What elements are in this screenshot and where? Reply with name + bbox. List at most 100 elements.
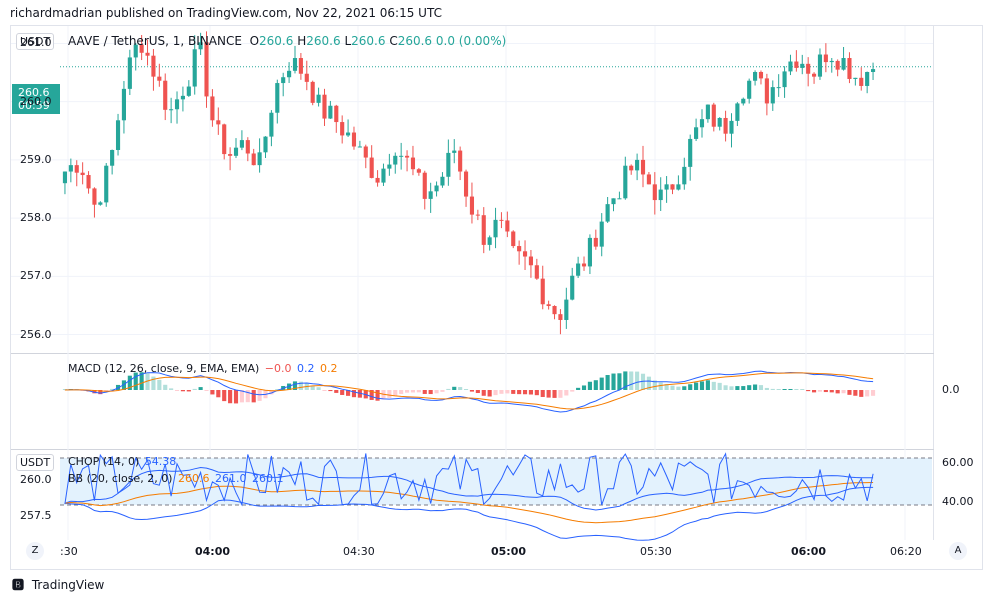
candle (758, 70, 764, 85)
candle (192, 35, 197, 95)
quote-currency-badge[interactable]: USDT (16, 33, 55, 50)
bb-lower-line (64, 486, 874, 541)
bb-legend[interactable]: BB (20, close, 2, 0) 260.6 261.0 260.1 (68, 472, 285, 485)
candle (699, 109, 705, 138)
time-tick: 05:30 (640, 545, 672, 558)
candle (829, 57, 834, 73)
high-value: 260.6 (306, 34, 341, 48)
candle (558, 309, 563, 335)
candle (369, 145, 374, 179)
chop-legend[interactable]: CHOP (14, 0) 54.38 (68, 455, 178, 468)
macd-histogram-bar (800, 389, 805, 390)
auto-scale-button[interactable]: A (949, 542, 967, 560)
macd-histogram-bar (505, 390, 510, 394)
candle (351, 126, 357, 150)
macd-histogram-bar (204, 390, 209, 391)
candle (865, 71, 870, 94)
macd-histogram-bar (428, 390, 433, 395)
macd-histogram-bar (705, 380, 710, 390)
candle (800, 54, 805, 75)
macd-histogram-bar (422, 390, 427, 394)
candle (522, 240, 528, 270)
macd-histogram-bar (658, 382, 663, 390)
macd-histogram-bar (540, 390, 545, 397)
macd-histogram-bar (174, 390, 180, 391)
macd-histogram-bar (782, 389, 787, 390)
macd-histogram-bar (469, 390, 475, 392)
candle (723, 110, 728, 142)
macd-value: 0.2 (297, 362, 315, 375)
macd-histogram-bar (481, 390, 486, 396)
macd-histogram-bar (587, 381, 592, 390)
candle (198, 32, 203, 55)
macd-histogram-bar (233, 390, 239, 404)
macd-histogram-bar (210, 390, 215, 395)
lower-y-tick: 257.5 (20, 509, 52, 522)
candle (552, 305, 557, 320)
candle (463, 169, 469, 207)
candle (328, 100, 333, 119)
macd-histogram-bar (682, 386, 687, 390)
macd-histogram-bar (534, 390, 539, 396)
chop-line (64, 452, 874, 507)
macd-histogram-bar (275, 389, 280, 390)
candle (251, 148, 256, 166)
candle (694, 118, 699, 142)
price-tick: 258.0 (20, 211, 52, 225)
candle (322, 88, 327, 126)
macd-pane-separator[interactable] (11, 353, 934, 354)
candle (570, 267, 575, 301)
candle (169, 97, 174, 124)
lower-pane-badge[interactable]: USDT (16, 454, 55, 471)
candle (640, 145, 646, 188)
macd-histogram-bar (753, 384, 758, 390)
candle (794, 50, 799, 72)
macd-histogram-bar (381, 390, 386, 400)
candle (340, 115, 345, 144)
candle (157, 63, 162, 87)
candle (870, 62, 876, 80)
candle (239, 130, 244, 151)
macd-histogram-bar (812, 390, 817, 393)
macd-legend[interactable]: MACD (12, 26, close, 9, EMA, EMA) −0.0 0… (68, 362, 340, 375)
macd-histogram-bar (617, 373, 622, 390)
time-tick: :30 (60, 545, 78, 558)
candle (416, 167, 421, 176)
candle (410, 145, 416, 176)
chop-value: 54.38 (144, 455, 177, 468)
candle (145, 39, 150, 66)
candle (86, 171, 91, 194)
bb-upper-value: 261.0 (214, 472, 247, 485)
chart-frame (10, 25, 983, 570)
symbol-title[interactable]: AAVE / TetherUS, 1, BINANCE (68, 34, 242, 48)
macd-histogram-bar (375, 390, 380, 401)
candle (581, 256, 587, 271)
macd-histogram-bar (346, 390, 351, 396)
macd-histogram-bar (558, 390, 563, 398)
zoom-button[interactable]: Z (26, 542, 44, 560)
candle (110, 149, 115, 175)
candle (711, 102, 716, 132)
candle (499, 212, 504, 229)
candle (133, 42, 138, 71)
macd-histogram-bar (239, 390, 244, 403)
macd-histogram-bar (446, 388, 451, 390)
lower-pane-separator[interactable] (11, 449, 934, 450)
macd-histogram-bar (829, 390, 834, 393)
macd-histogram-bar (564, 390, 569, 396)
low-value: 260.6 (351, 34, 386, 48)
candle (298, 53, 303, 80)
macd-histogram-bar (528, 390, 533, 395)
macd-histogram-bar (405, 390, 410, 393)
macd-histogram-bar (298, 381, 303, 390)
macd-pane (62, 370, 876, 413)
price-tick: 260.0 (20, 94, 52, 108)
candle (782, 66, 787, 98)
candle (405, 150, 410, 172)
footer: 🅱 TradingView (12, 576, 104, 593)
chop-axis-tick: 40.00 (942, 495, 974, 508)
candle (186, 80, 191, 97)
candle (587, 234, 592, 275)
candle (635, 153, 640, 181)
